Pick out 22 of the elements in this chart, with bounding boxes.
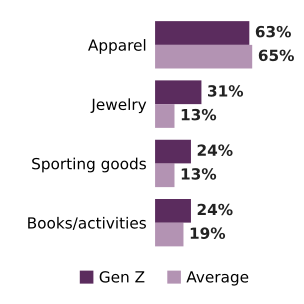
bar (155, 104, 174, 128)
bar (155, 163, 174, 188)
data-label: 63% (256, 26, 291, 38)
data-label: 24% (198, 204, 233, 216)
bar (155, 140, 191, 164)
data-label: 65% (258, 50, 294, 62)
y-tick-label: Jewelry (90, 98, 146, 114)
y-tick-label: Sporting goods (32, 158, 146, 172)
bar (155, 44, 252, 69)
bar (155, 21, 250, 45)
bar (155, 80, 202, 104)
bar (155, 198, 191, 223)
data-label: 13% (182, 108, 216, 120)
legend-label: Gen Z (100, 271, 144, 283)
data-label: 31% (208, 85, 244, 97)
data-label: 24% (198, 144, 233, 156)
data-label: 13% (182, 168, 216, 180)
y-tick-label: Books/activities (28, 216, 146, 230)
y-tick-label: Apparel (88, 39, 146, 54)
data-label: 19% (190, 227, 226, 239)
legend-label: Average (186, 271, 248, 286)
bar (155, 222, 184, 246)
